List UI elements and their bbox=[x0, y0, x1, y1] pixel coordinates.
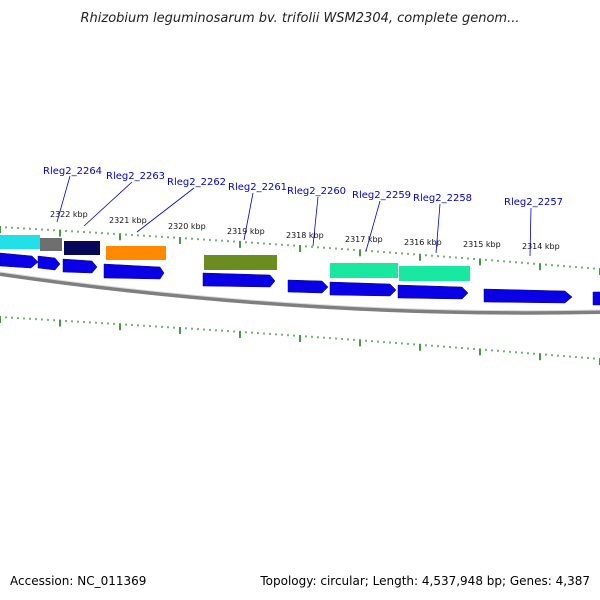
gene-label-rleg2-2259[interactable]: Rleg2_2259 bbox=[352, 190, 411, 201]
gene-label-rleg2-2260[interactable]: Rleg2_2260 bbox=[287, 186, 346, 197]
feature-bar[interactable] bbox=[106, 246, 166, 260]
kbp-label: 2315 kbp bbox=[463, 240, 501, 249]
gene-leader-line bbox=[243, 192, 254, 241]
cds-arrow[interactable] bbox=[329, 281, 397, 297]
cds-track bbox=[0, 252, 600, 306]
gene-leader-line bbox=[56, 175, 71, 223]
feature-track bbox=[0, 235, 470, 281]
cds-arrow[interactable] bbox=[397, 284, 469, 300]
gene-label-rleg2-2262[interactable]: Rleg2_2262 bbox=[167, 177, 226, 188]
genome-backbone-highlight bbox=[0, 271, 600, 312]
gene-leader-line bbox=[83, 181, 133, 227]
feature-bar[interactable] bbox=[204, 255, 277, 270]
gene-label-rleg2-2264[interactable]: Rleg2_2264 bbox=[43, 166, 102, 177]
kbp-label: 2316 kbp bbox=[404, 238, 442, 247]
kbp-label: 2318 kbp bbox=[286, 231, 324, 240]
kbp-label: 2317 kbp bbox=[345, 235, 383, 244]
inner-tick-track bbox=[0, 316, 600, 365]
kbp-label: 2321 kbp bbox=[109, 216, 147, 225]
feature-bar[interactable] bbox=[330, 263, 398, 278]
gene-label-rleg2-2263[interactable]: Rleg2_2263 bbox=[106, 171, 165, 182]
outer-tick-track bbox=[0, 226, 600, 275]
gene-labels: Rleg2_2264 Rleg2_2263 Rleg2_2262 Rleg2_2… bbox=[43, 166, 563, 257]
feature-bar[interactable] bbox=[0, 235, 40, 249]
kbp-label: 2320 kbp bbox=[168, 222, 206, 231]
gene-label-rleg2-2258[interactable]: Rleg2_2258 bbox=[413, 193, 472, 204]
cds-arrow[interactable] bbox=[202, 272, 276, 288]
cds-arrow[interactable] bbox=[103, 263, 165, 280]
kbp-label: 2314 kbp bbox=[522, 242, 560, 251]
gene-leader-line bbox=[136, 187, 195, 233]
cds-arrow[interactable] bbox=[0, 252, 39, 269]
cds-arrow[interactable] bbox=[592, 291, 600, 306]
cds-arrow[interactable] bbox=[37, 255, 61, 271]
gene-leader-line bbox=[312, 196, 319, 247]
accession-text: Accession: NC_011369 bbox=[10, 574, 146, 588]
gene-leader-line bbox=[435, 203, 441, 254]
feature-bar[interactable] bbox=[64, 241, 100, 255]
feature-bar[interactable] bbox=[40, 238, 62, 251]
gene-leader-line bbox=[529, 207, 532, 257]
cds-arrow[interactable] bbox=[287, 279, 329, 294]
feature-bar[interactable] bbox=[399, 266, 470, 281]
cds-arrow[interactable] bbox=[483, 288, 573, 304]
gene-label-rleg2-2261[interactable]: Rleg2_2261 bbox=[228, 182, 287, 193]
gene-leader-line bbox=[365, 200, 381, 252]
genome-backbone bbox=[0, 272, 600, 315]
gene-label-rleg2-2257[interactable]: Rleg2_2257 bbox=[504, 197, 563, 208]
genome-summary-text: Topology: circular; Length: 4,537,948 bp… bbox=[259, 574, 590, 588]
genome-title: Rhizobium leguminosarum bv. trifolii WSM… bbox=[81, 11, 520, 26]
kbp-label: 2322 kbp bbox=[50, 210, 88, 219]
cds-arrow[interactable] bbox=[62, 258, 98, 274]
